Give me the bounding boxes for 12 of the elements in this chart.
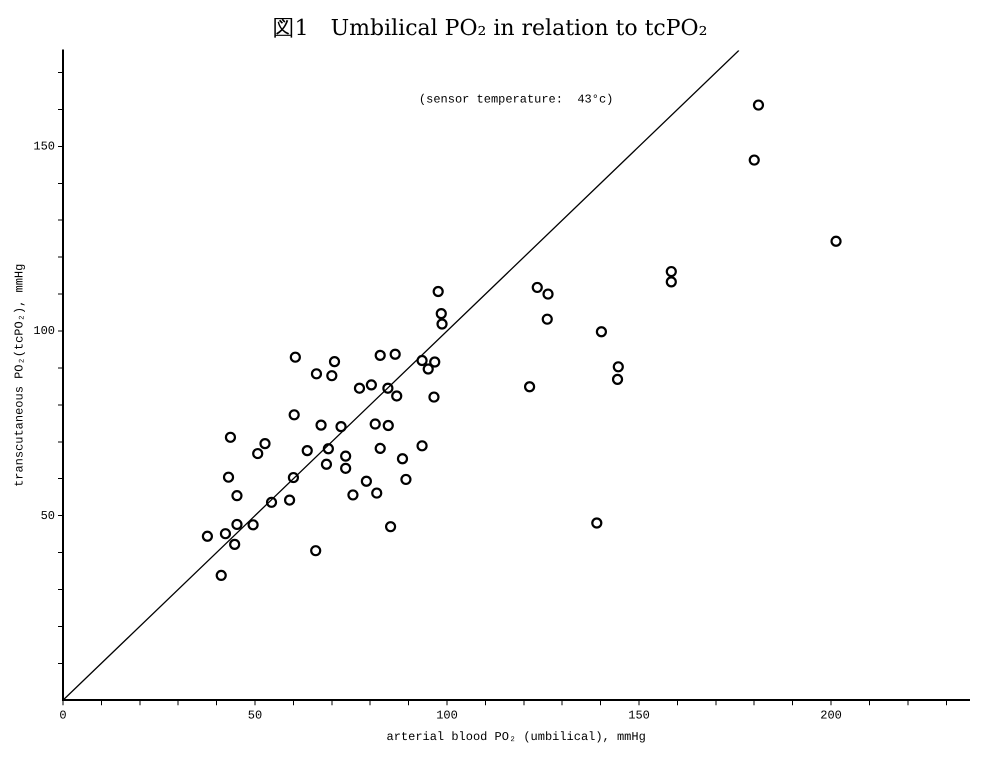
x-tick-label: 200 <box>820 708 842 723</box>
y-axis-title: transcutaneous PO₂(tcPO₂), mmHg <box>12 264 26 487</box>
x-tick-label: 100 <box>436 708 458 723</box>
chart-title: 図1 Umbilical PO₂ in relation to tcPO₂ <box>272 16 708 41</box>
x-tick-label: 150 <box>628 708 650 723</box>
x-axis-title: arterial blood PO₂ (umbilical), mmHg <box>386 730 646 744</box>
y-tick-label: 50 <box>40 508 56 523</box>
x-tick-label: 0 <box>59 708 67 723</box>
x-tick-label: 50 <box>248 708 262 723</box>
y-tick-label: 150 <box>33 140 56 154</box>
annotation: (sensor temperature: 43°c) <box>418 92 614 106</box>
y-tick-label: 100 <box>33 324 56 338</box>
